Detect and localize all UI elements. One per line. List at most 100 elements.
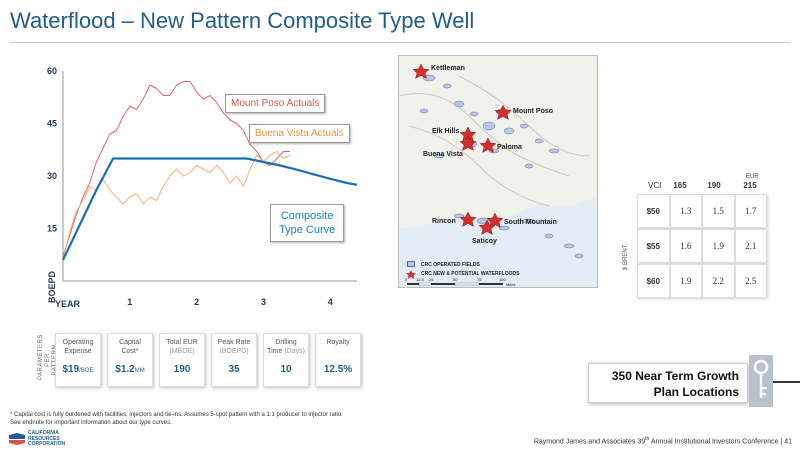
map-label-buena-vista: Buena Vista — [423, 151, 463, 158]
buena-vista-callout: Buena Vista Actuals — [249, 124, 350, 143]
brent-side-label: $ BRENT — [623, 244, 629, 270]
grid-row: $60 1.9 2.2 2.5 — [637, 264, 767, 298]
grid-row: $55 1.6 1.9 2.1 — [637, 229, 767, 263]
grid-price: $55 — [637, 229, 670, 263]
footer-suffix: Annual Institutional Investors Conferenc… — [649, 438, 792, 446]
parameters-row: Operating Expense $19/BOE Capital Cost* $1… — [55, 333, 361, 387]
param-label2: Expense — [64, 348, 92, 355]
param-label: Royalty — [326, 339, 350, 346]
star-saticoy — [478, 219, 496, 235]
slide-title: Waterflood – New Pattern Composite Type … — [10, 8, 475, 33]
legend-fields-text: CRC OPERATED FIELDS — [421, 262, 480, 268]
param-label: Operating — [62, 339, 94, 346]
scale-unit: Miles — [506, 282, 516, 287]
grid-cell: 1.9 — [669, 264, 702, 298]
param-sub: (MBOE) — [169, 348, 195, 355]
map-stars — [412, 63, 512, 235]
map-label-south-mountain: South Mountain — [504, 219, 557, 226]
growth-connector — [773, 381, 800, 383]
x-tick-label: 2 — [194, 297, 199, 307]
param-value: 10 — [280, 364, 292, 375]
logo-top — [9, 433, 25, 439]
y-tick-label: 60 — [47, 66, 57, 76]
growth-callout: 350 Near Term Growth Plan Locations — [588, 363, 748, 403]
star-paloma — [479, 137, 497, 153]
star-south-mountain — [486, 212, 504, 228]
y-tick-label: 30 — [47, 171, 57, 181]
map-label-rincon: Rincon — [432, 218, 456, 225]
scale-label-3: 50 — [453, 277, 458, 282]
type-well-chart: 15 30 45 60 1 2 3 4 — [47, 66, 358, 307]
footer-prefix: Raymond James and Associates 39 — [533, 438, 646, 446]
legend-star-icon — [406, 270, 416, 279]
scale-label-5: 100 — [499, 277, 506, 282]
grid-cell: 2.5 — [734, 264, 767, 298]
footnote-line2: See endnote for important information ab… — [10, 420, 172, 426]
star-rincon — [459, 211, 477, 227]
param-card-eur: Total EUR (MBOE) 190 — [159, 333, 205, 387]
series-line-1 — [62, 151, 291, 261]
param-value: $1.2 — [115, 364, 135, 375]
param-card-drilling: Drilling Time (Days) 10 — [263, 333, 309, 387]
param-label2: Cost* — [121, 348, 139, 355]
map-background — [399, 56, 597, 287]
growth-line2: Plan Locations — [653, 385, 739, 399]
y-tick-label: 45 — [47, 119, 57, 129]
parameters-side-label-line1: PARAMETERS — [38, 334, 44, 380]
scale-label-0: 0 — [405, 277, 408, 282]
composite-callout-line1: Composite — [280, 210, 334, 222]
eur-sensitivity-grid: $50 1.3 1.5 1.7 $55 1.6 1.9 2.1 $60 1.9 … — [637, 194, 767, 299]
x-tick-label: 1 — [127, 297, 132, 307]
map-label-elk-hills: Elk Hills — [432, 128, 460, 135]
param-sub: (Days) — [284, 348, 305, 355]
star-buena-vista — [459, 135, 477, 151]
logo-bottom — [9, 440, 25, 445]
param-card-royalty: Royalty 12.5% — [315, 333, 361, 387]
map-scale-bar — [407, 282, 503, 286]
mount-poso-callout: Mount Poso Actuals — [225, 94, 326, 113]
param-card-peak-rate: Peak Rate (BOEPD) 35 — [211, 333, 257, 387]
composite-callout-line2: Type Curve — [279, 224, 336, 236]
composite-callout: Composite Type Curve — [270, 204, 345, 242]
legend-field-swatch — [407, 261, 415, 267]
param-label: Capital — [119, 339, 141, 346]
y-tick-label: 15 — [47, 224, 57, 234]
grid-row: $50 1.3 1.5 1.7 — [637, 194, 767, 228]
param-label: Peak Rate — [217, 339, 251, 346]
grid-price: $60 — [637, 264, 670, 298]
grid-cell: 2.1 — [734, 229, 767, 263]
grid-cell: 1.3 — [669, 194, 702, 228]
star-kettleman — [412, 63, 430, 79]
series-line-0 — [62, 81, 291, 257]
vci-header: VCI — [648, 181, 662, 190]
param-card-capital: Capital Cost* $1.2MM — [107, 333, 153, 387]
grid-cell: 1.6 — [669, 229, 702, 263]
eur-col-190: 190 — [707, 181, 721, 190]
param-unit: MM — [134, 368, 145, 374]
grid-cell: 1.9 — [702, 229, 735, 263]
x-tick-label: 4 — [328, 297, 333, 307]
param-card-opex: Operating Expense $19/BOE — [55, 333, 101, 387]
star-mount-poso — [494, 104, 512, 120]
grid-cell: 2.2 — [702, 264, 735, 298]
eur-col-165: 165 — [673, 181, 687, 190]
scale-label-1: 12.5 — [416, 277, 424, 282]
x-tick-label: 3 — [261, 297, 266, 307]
param-label2: Time — [267, 348, 283, 355]
footer-sup: th — [645, 436, 650, 442]
growth-line1: 350 Near Term Growth — [611, 369, 739, 383]
title-divider — [10, 42, 790, 43]
footer: Raymond James and Associates 39th Annual… — [534, 436, 792, 445]
map-label-mount-poso: Mount Poso — [513, 108, 554, 115]
grid-cell: 1.7 — [734, 194, 767, 228]
param-label: Total EUR — [166, 339, 198, 346]
grid-price: $50 — [637, 194, 670, 228]
eur-header: EUR — [746, 174, 759, 180]
param-value: 190 — [173, 364, 191, 375]
x-axis-label: YEAR — [55, 299, 81, 309]
series-line-2 — [62, 157, 358, 261]
footnote-line1: * Capital cost is fully burdened with fa… — [10, 412, 343, 418]
scale-label-2: 25 — [429, 277, 434, 282]
param-value: $19 — [62, 364, 80, 375]
field-map: Kettleman Mount Poso Elk Hills Buena Vis… — [398, 55, 598, 288]
